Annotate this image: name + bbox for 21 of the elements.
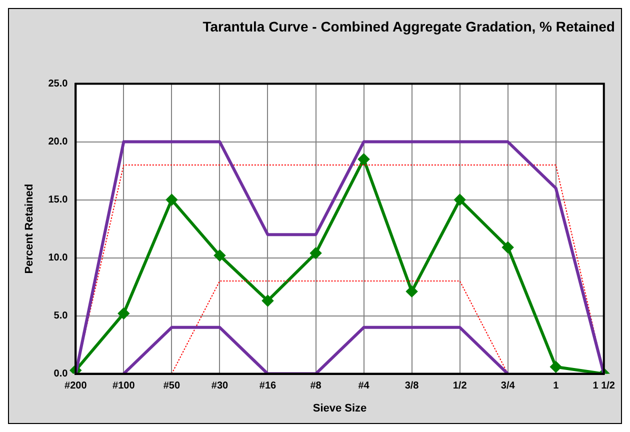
x-tick-label: #4 bbox=[358, 380, 370, 392]
y-tick-label: 15.0 bbox=[48, 194, 68, 206]
x-tick-label: #50 bbox=[163, 380, 180, 392]
y-tick-label: 20.0 bbox=[48, 136, 68, 148]
y-tick-label: 5.0 bbox=[54, 310, 68, 322]
y-axis-title: Percent Retained bbox=[24, 184, 36, 274]
x-tick-label: 3/8 bbox=[404, 380, 420, 392]
x-tick-label: 1 1/2 bbox=[592, 380, 616, 392]
x-tick-label: 1/2 bbox=[452, 380, 468, 392]
x-tick-label: #16 bbox=[259, 380, 277, 392]
y-tick-label: 10.0 bbox=[48, 252, 68, 264]
x-tick-label: #100 bbox=[112, 380, 136, 392]
x-tick-label: #200 bbox=[64, 380, 88, 392]
y-tick-label: 0.0 bbox=[54, 368, 68, 380]
chart-title: Tarantula Curve - Combined Aggregate Gradation, % Retained bbox=[202, 18, 615, 34]
x-tick-label: #8 bbox=[310, 380, 322, 392]
x-axis-title: Sieve Size bbox=[312, 402, 367, 414]
x-tick-label: 3/4 bbox=[500, 380, 516, 392]
x-tick-label: #30 bbox=[211, 380, 228, 392]
x-tick-label: 1 bbox=[553, 380, 560, 392]
y-tick-label: 25.0 bbox=[48, 78, 68, 90]
